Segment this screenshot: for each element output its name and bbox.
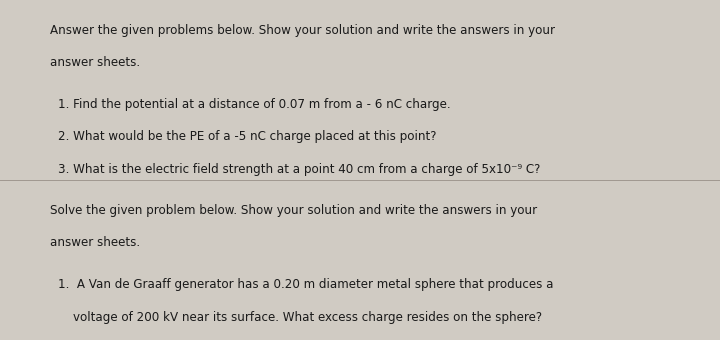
- Text: answer sheets.: answer sheets.: [50, 56, 140, 69]
- Text: Answer the given problems below. Show your solution and write the answers in you: Answer the given problems below. Show yo…: [50, 24, 555, 37]
- Text: 1. Find the potential at a distance of 0.07 m from a - 6 nC charge.: 1. Find the potential at a distance of 0…: [58, 98, 450, 111]
- Text: 2. What would be the PE of a -5 nC charge placed at this point?: 2. What would be the PE of a -5 nC charg…: [58, 130, 436, 143]
- Text: 1.  A Van de Graaff generator has a 0.20 m diameter metal sphere that produces a: 1. A Van de Graaff generator has a 0.20 …: [58, 278, 553, 291]
- Text: voltage of 200 kV near its surface. What excess charge resides on the sphere?: voltage of 200 kV near its surface. What…: [58, 311, 541, 324]
- Text: answer sheets.: answer sheets.: [50, 236, 140, 249]
- Text: Solve the given problem below. Show your solution and write the answers in your: Solve the given problem below. Show your…: [50, 204, 538, 217]
- Text: 3. What is the electric field strength at a point 40 cm from a charge of 5x10⁻⁹ : 3. What is the electric field strength a…: [58, 163, 540, 176]
